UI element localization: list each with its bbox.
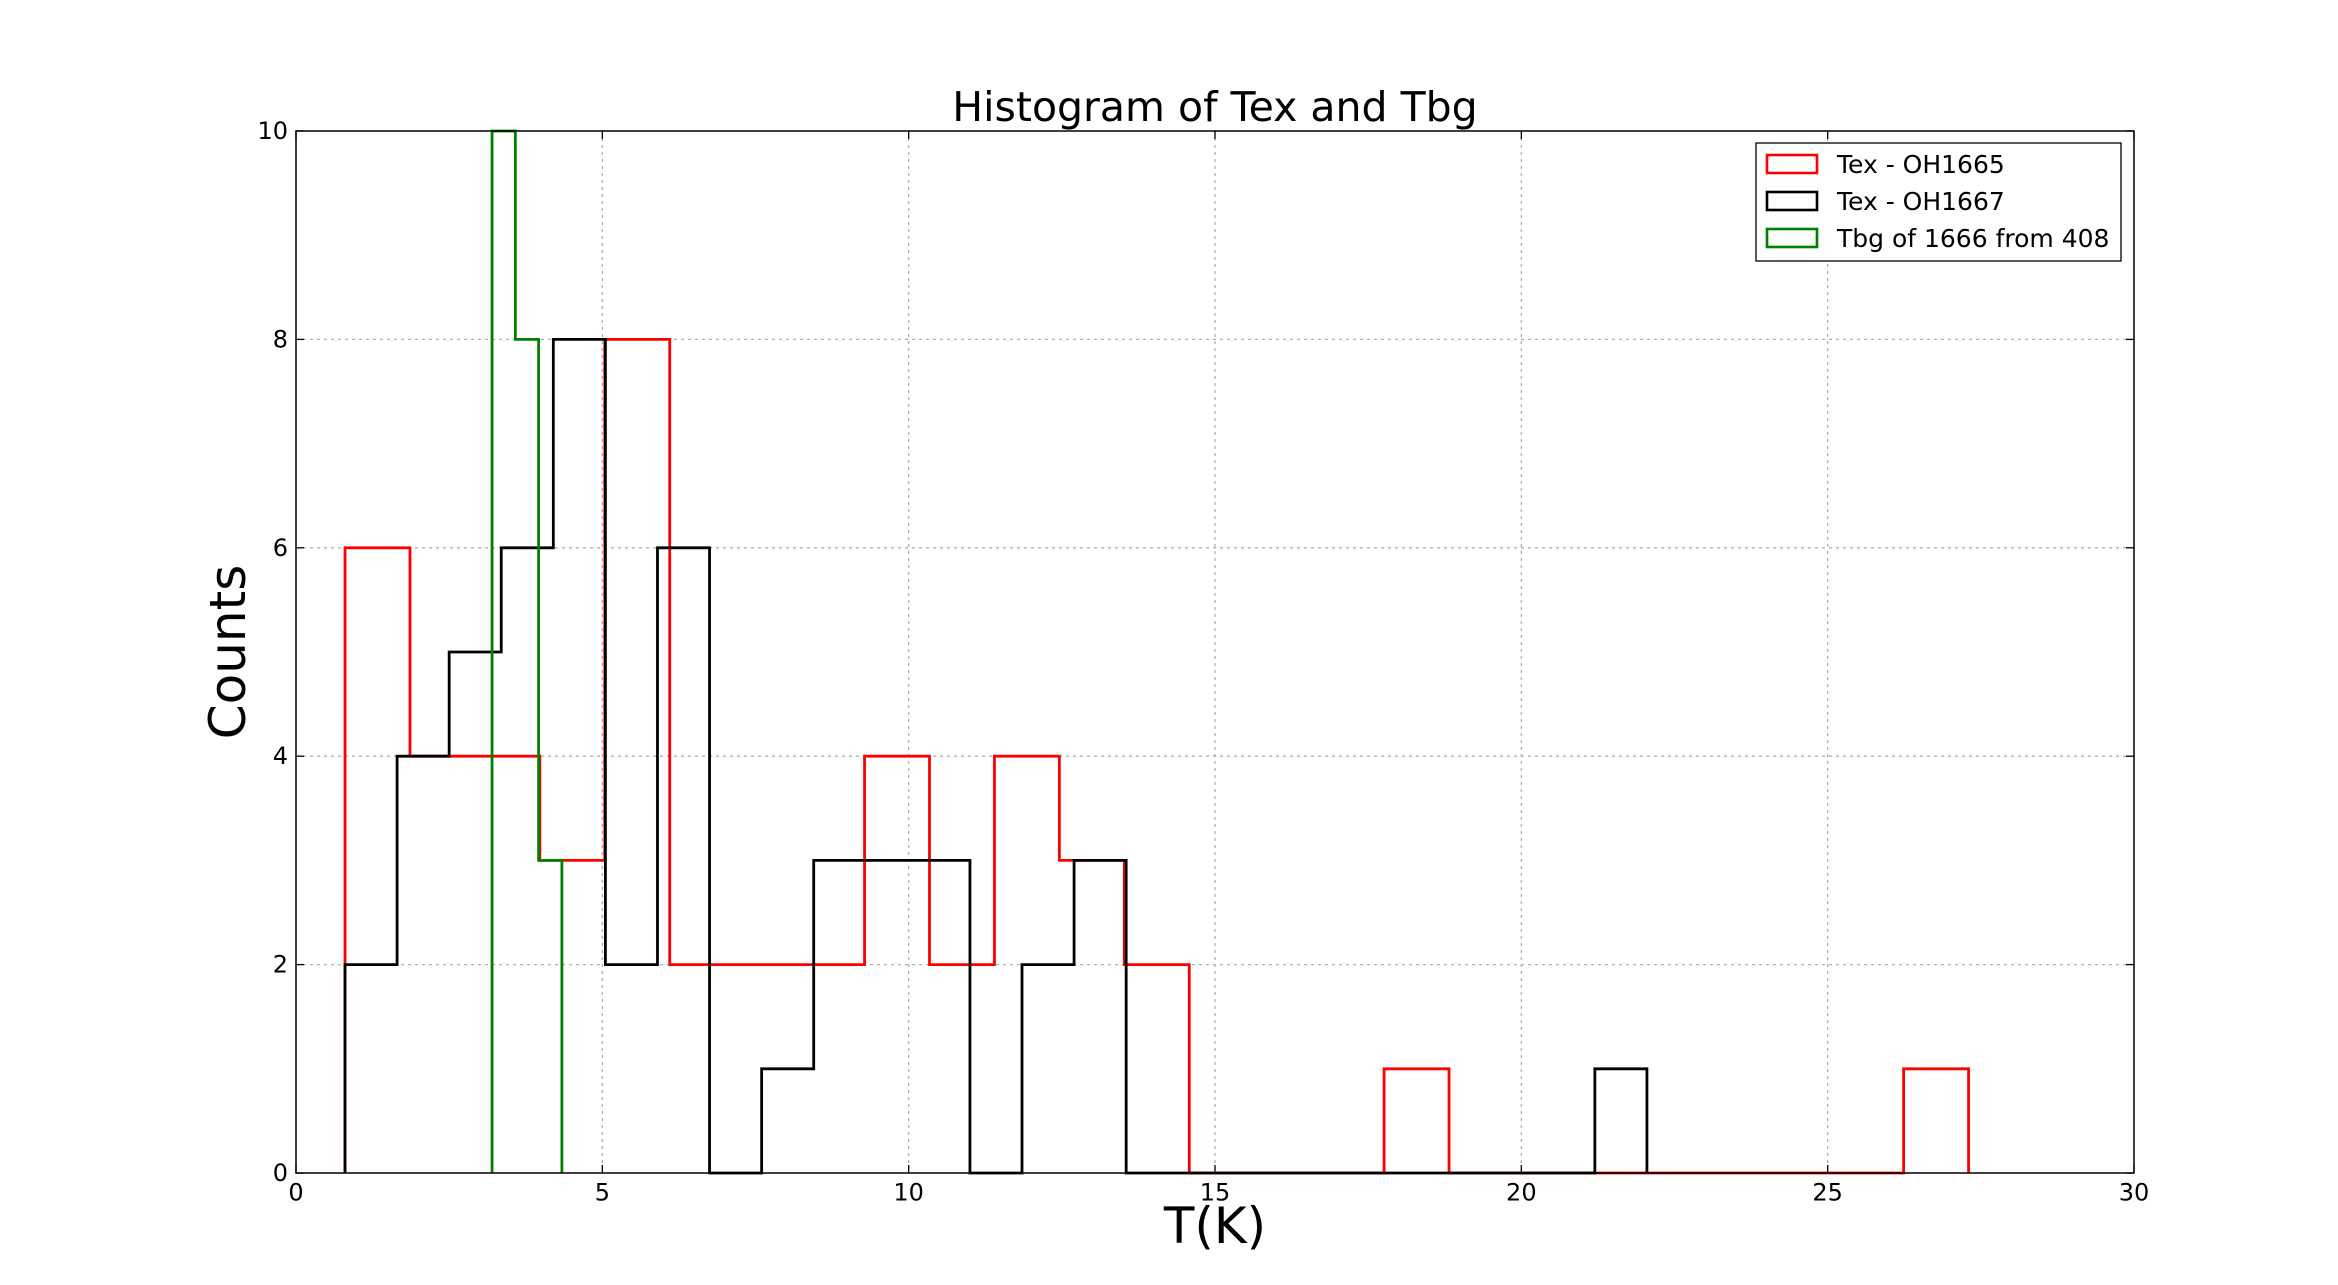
histogram-bin <box>605 339 670 1173</box>
y-tick-label: 8 <box>273 325 288 353</box>
y-tick-label: 10 <box>257 117 288 145</box>
histogram-bin <box>670 965 735 1173</box>
x-tick-label: 25 <box>1812 1179 1843 1207</box>
legend-entry-label: Tbg of 1666 from 408 <box>1836 224 2109 253</box>
x-axis-label: T(K) <box>1163 1197 1266 1255</box>
histogram-bin <box>762 1069 814 1173</box>
legend-swatch <box>1765 227 1819 249</box>
series-layer <box>343 129 1970 1175</box>
x-tick-label: 20 <box>1506 1179 1537 1207</box>
histogram-bin <box>1074 860 1126 1173</box>
x-tick-label: 0 <box>288 1179 303 1207</box>
histogram-bin <box>814 860 866 1173</box>
y-axis-label: Counts <box>199 565 257 740</box>
legend-swatch <box>1765 190 1819 212</box>
histogram-bin <box>540 860 605 1173</box>
histogram-bin <box>345 965 397 1173</box>
histogram-bin <box>918 860 970 1173</box>
histogram-bin <box>1384 1069 1449 1173</box>
legend-entry-label: Tex - OH1667 <box>1836 187 2005 216</box>
histogram-bin <box>1124 965 1189 1173</box>
histogram-bin <box>1059 860 1124 1173</box>
y-tick-label: 0 <box>273 1159 288 1187</box>
histogram-bin <box>1022 965 1074 1173</box>
x-tick-label: 30 <box>2119 1179 2150 1207</box>
y-tick-label: 4 <box>273 742 288 770</box>
x-tick-label: 5 <box>595 1179 610 1207</box>
histogram-bin <box>866 860 918 1173</box>
grid-lines <box>296 131 2134 1173</box>
x-tick-label: 15 <box>1200 1179 1231 1207</box>
axis-ticks: 0 5 10 15 20 25 30 0 2 4 6 8 10 <box>257 117 2149 1207</box>
histogram-bin <box>929 965 994 1173</box>
histogram-bin <box>605 965 657 1173</box>
legend: Tex - OH1665 Tex - OH1667 Tbg of 1666 from… <box>1755 142 2122 262</box>
x-tick-label: 10 <box>893 1179 924 1207</box>
legend-swatch <box>1765 153 1819 175</box>
histogram-bin <box>657 548 709 1173</box>
y-tick-label: 6 <box>273 534 288 562</box>
histogram-bin <box>539 860 562 1173</box>
histogram-bin <box>1595 1069 1647 1173</box>
y-tick-label: 2 <box>273 951 288 979</box>
legend-entry-label: Tex - OH1665 <box>1836 150 2005 179</box>
histogram-bin <box>1904 1069 1969 1173</box>
chart-title: Histogram of Tex and Tbg <box>952 83 1477 131</box>
histogram-bin <box>345 548 410 1173</box>
